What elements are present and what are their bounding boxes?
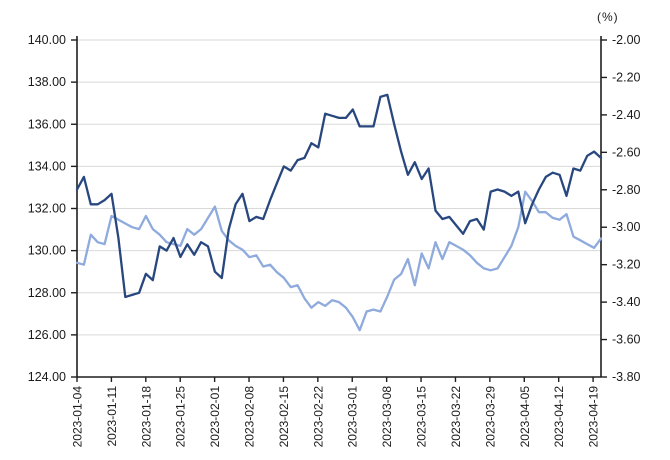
- x-axis-tick-label: 2023-03-08: [380, 386, 394, 448]
- y-axis-right-tick-label: -3.80: [612, 370, 641, 384]
- y-axis-right-tick-label: -2.40: [612, 108, 641, 122]
- y-axis-left-tick-label: 126.00: [28, 328, 66, 342]
- y-axis-right-tick-label: -2.60: [612, 145, 641, 159]
- x-axis-tick-label: 2023-02-22: [311, 386, 325, 448]
- x-axis-tick-label: 2023-03-15: [415, 386, 429, 448]
- x-axis-tick-label: 2023-02-08: [243, 386, 257, 448]
- x-axis-tick-label: 2023-02-15: [277, 386, 291, 448]
- y-axis-left-tick-label: 124.00: [28, 370, 66, 384]
- x-axis-tick-label: 2023-03-01: [346, 386, 360, 448]
- x-axis-tick-label: 2023-01-18: [139, 386, 153, 448]
- y-axis-right-tick-label: -3.60: [612, 333, 641, 347]
- y-axis-left-tick-label: 128.00: [28, 286, 66, 300]
- lightblue-series-right-axis-line: [75, 190, 603, 332]
- y-axis-right: -2.00 -2.20 -2.40 -2.60 -2.80 -3.00 -3.20 -3.40…: [600, 33, 641, 384]
- x-axis-tick-label: 2023-01-11: [105, 386, 119, 447]
- x-axis-tick-label: 2023-03-29: [483, 386, 497, 448]
- y-axis-left-tick-label: 130.00: [28, 244, 66, 258]
- navy-series-left-axis-line: [75, 93, 603, 299]
- y-axis-left: 140.00 138.00 136.00 134.00 132.00 130.00 128.…: [28, 33, 78, 384]
- x-axis-tick-label: 2023-01-04: [71, 386, 85, 448]
- x-axis-tick-label: 2023-01-25: [174, 386, 188, 448]
- y-axis-right-tick-label: -2.80: [612, 183, 641, 197]
- y-axis-right-tick-label: -3.00: [612, 220, 641, 234]
- y-axis-right-tick-label: -2.00: [612, 33, 641, 47]
- y-axis-left-tick-label: 136.00: [28, 117, 66, 131]
- gridlines: [77, 39, 601, 336]
- x-axis: 2023-01-04 2023-01-11 2023-01-18 2023-01-25…: [71, 376, 601, 448]
- y-axis-left-tick-label: 140.00: [28, 33, 66, 47]
- x-axis-tick-label: 2023-04-12: [552, 386, 566, 448]
- x-axis-tick-label: 2023-04-05: [518, 386, 532, 448]
- y-axis-left-tick-label: 138.00: [28, 75, 66, 89]
- right-axis-unit-label: (%): [597, 10, 619, 24]
- x-axis-tick-label: 2023-03-22: [449, 386, 463, 448]
- y-axis-left-tick-label: 132.00: [28, 202, 66, 216]
- y-axis-right-tick-label: -3.20: [612, 258, 641, 272]
- y-axis-right-tick-label: -3.40: [612, 295, 641, 309]
- x-axis-tick-label: 2023-04-19: [587, 386, 601, 448]
- y-axis-right-tick-label: -2.20: [612, 70, 641, 84]
- x-axis-tick-label: 2023-02-01: [208, 386, 222, 448]
- y-axis-left-tick-label: 134.00: [28, 159, 66, 173]
